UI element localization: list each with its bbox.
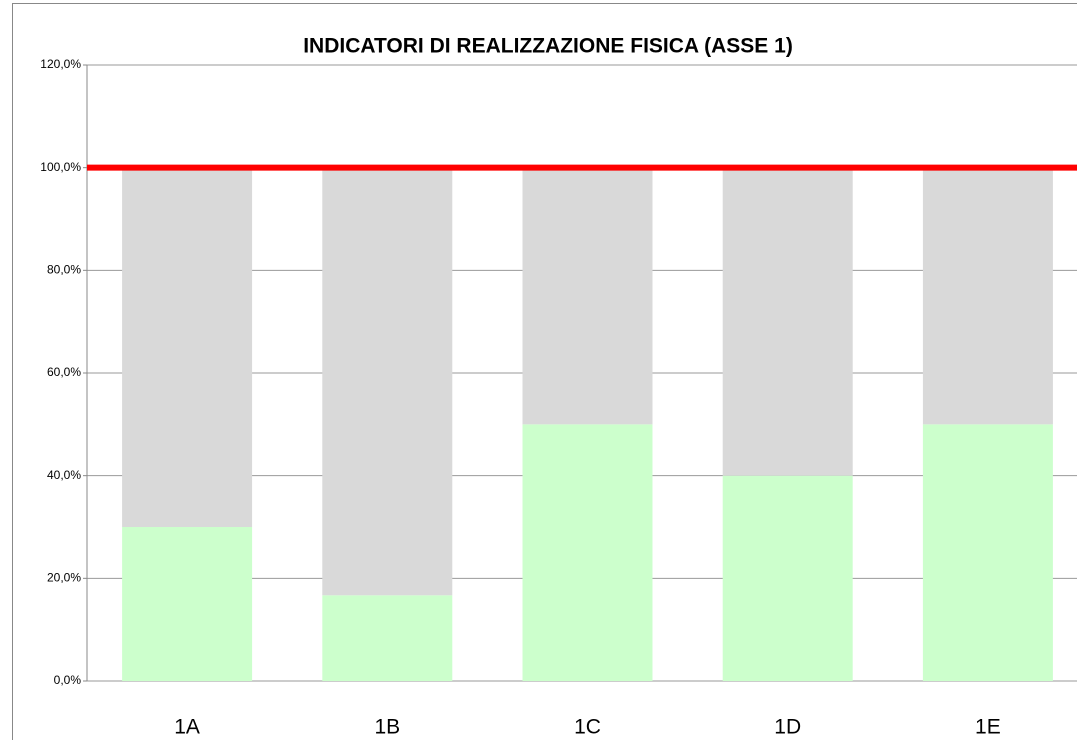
bar-segment — [122, 168, 252, 527]
x-tick-label: 1D — [774, 716, 801, 739]
chart-title: INDICATORI DI REALIZZAZIONE FISICA (ASSE… — [303, 35, 793, 58]
bar-segment — [923, 168, 1053, 425]
x-tick-label: 1C — [574, 716, 601, 739]
bar-segment — [322, 168, 452, 596]
bar-segment — [322, 595, 452, 681]
y-tick-label: 100,0% — [40, 160, 81, 174]
bar-segment — [523, 168, 653, 425]
y-tick-label: 0,0% — [54, 673, 82, 687]
x-tick-label: 1B — [374, 716, 400, 739]
bar-segment — [923, 424, 1053, 681]
bar-segment — [723, 476, 853, 681]
y-tick-label: 20,0% — [47, 571, 81, 585]
y-tick-label: 40,0% — [47, 468, 81, 482]
y-tick-label: 120,0% — [40, 57, 81, 71]
x-tick-label: 1A — [174, 716, 200, 739]
y-tick-label: 60,0% — [47, 365, 81, 379]
bar-segment — [523, 424, 653, 681]
x-tick-label: 1E — [975, 716, 1001, 739]
bar-segment — [723, 168, 853, 476]
y-tick-label: 80,0% — [47, 263, 81, 277]
bar-segment — [122, 527, 252, 681]
